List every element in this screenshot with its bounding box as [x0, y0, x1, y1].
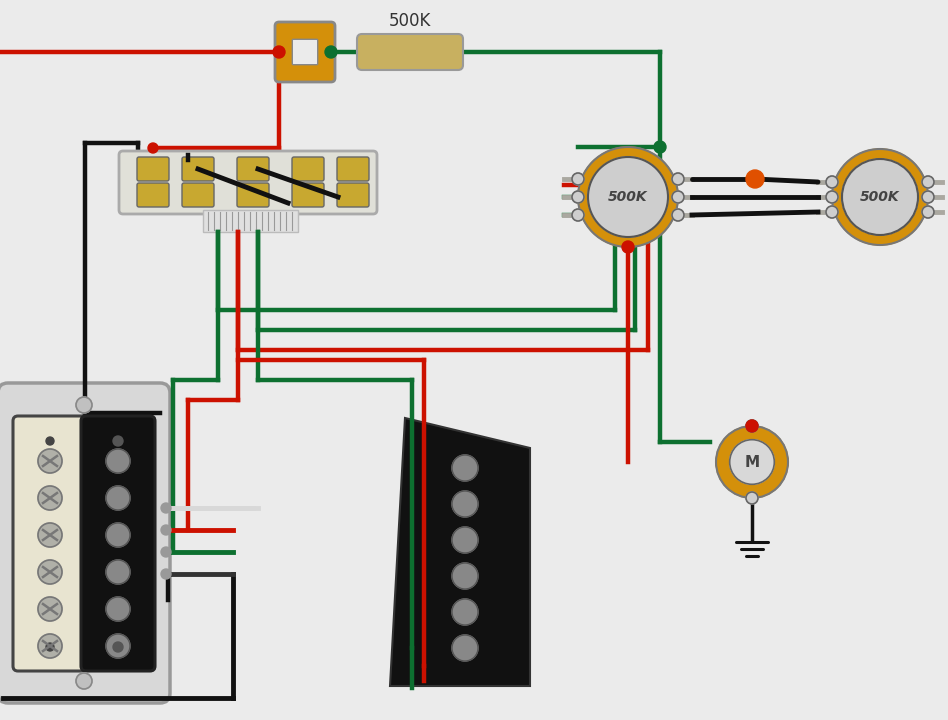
Text: 500K: 500K — [389, 12, 431, 30]
Circle shape — [38, 634, 62, 658]
FancyBboxPatch shape — [357, 34, 463, 70]
Circle shape — [38, 523, 62, 547]
Circle shape — [672, 209, 684, 221]
FancyBboxPatch shape — [292, 183, 324, 207]
Circle shape — [106, 449, 130, 473]
FancyBboxPatch shape — [137, 157, 169, 181]
Circle shape — [452, 563, 478, 589]
Circle shape — [106, 634, 130, 658]
Circle shape — [161, 547, 171, 557]
FancyBboxPatch shape — [337, 157, 369, 181]
FancyBboxPatch shape — [292, 40, 318, 65]
Circle shape — [746, 420, 758, 432]
Circle shape — [842, 159, 918, 235]
Circle shape — [746, 420, 758, 432]
Circle shape — [654, 141, 666, 153]
Circle shape — [113, 642, 123, 652]
Circle shape — [106, 597, 130, 621]
Circle shape — [572, 191, 584, 203]
Circle shape — [273, 46, 285, 58]
Circle shape — [922, 206, 934, 218]
FancyBboxPatch shape — [0, 383, 170, 703]
Text: 500K: 500K — [609, 190, 647, 204]
Circle shape — [826, 206, 838, 218]
Circle shape — [826, 191, 838, 203]
Circle shape — [588, 157, 668, 237]
Circle shape — [38, 597, 62, 621]
Circle shape — [148, 143, 158, 153]
Circle shape — [452, 527, 478, 553]
Circle shape — [746, 492, 758, 504]
FancyBboxPatch shape — [182, 183, 214, 207]
Circle shape — [832, 149, 928, 245]
Text: M: M — [744, 454, 759, 469]
Circle shape — [716, 426, 788, 498]
Circle shape — [38, 449, 62, 473]
Circle shape — [161, 525, 171, 535]
FancyBboxPatch shape — [13, 416, 87, 671]
Circle shape — [76, 673, 92, 689]
Circle shape — [325, 46, 337, 58]
Text: 500K: 500K — [860, 190, 900, 204]
Circle shape — [46, 437, 54, 445]
Circle shape — [106, 523, 130, 547]
Circle shape — [38, 486, 62, 510]
Circle shape — [922, 176, 934, 188]
Circle shape — [161, 569, 171, 579]
FancyBboxPatch shape — [137, 183, 169, 207]
FancyBboxPatch shape — [275, 22, 335, 82]
Circle shape — [46, 643, 54, 651]
Circle shape — [922, 191, 934, 203]
Polygon shape — [390, 418, 530, 686]
Circle shape — [672, 191, 684, 203]
Circle shape — [452, 455, 478, 481]
Circle shape — [161, 503, 171, 513]
FancyBboxPatch shape — [119, 151, 377, 214]
Circle shape — [578, 147, 678, 247]
Circle shape — [730, 440, 775, 485]
Circle shape — [672, 173, 684, 185]
FancyBboxPatch shape — [182, 157, 214, 181]
FancyBboxPatch shape — [81, 416, 155, 671]
Circle shape — [452, 491, 478, 517]
Circle shape — [106, 486, 130, 510]
Bar — [203, 210, 298, 232]
Circle shape — [572, 173, 584, 185]
Circle shape — [572, 209, 584, 221]
Circle shape — [826, 176, 838, 188]
FancyBboxPatch shape — [237, 183, 269, 207]
FancyBboxPatch shape — [237, 157, 269, 181]
Circle shape — [452, 635, 478, 661]
Circle shape — [746, 170, 764, 188]
Circle shape — [622, 241, 634, 253]
Circle shape — [38, 560, 62, 584]
Circle shape — [106, 560, 130, 584]
Circle shape — [76, 397, 92, 413]
FancyBboxPatch shape — [292, 157, 324, 181]
Circle shape — [113, 436, 123, 446]
Circle shape — [452, 599, 478, 625]
FancyBboxPatch shape — [337, 183, 369, 207]
